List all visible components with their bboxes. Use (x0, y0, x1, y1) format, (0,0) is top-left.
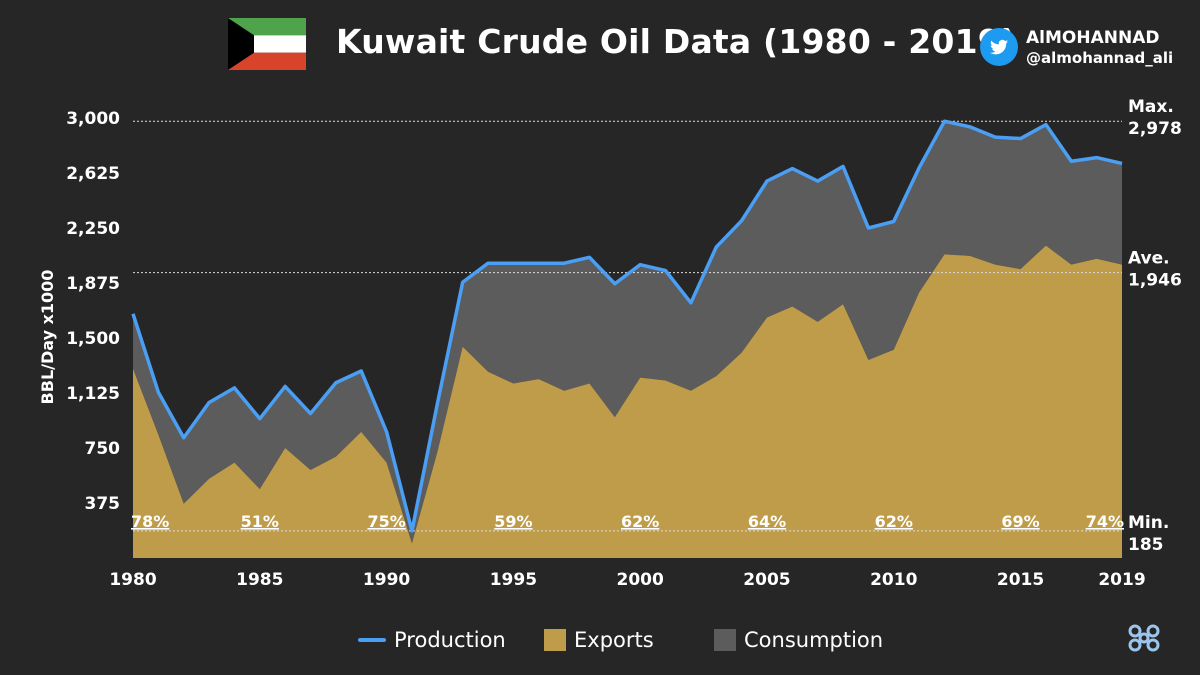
x-tick-label: 1980 (109, 570, 156, 590)
export-share-label: 62% (875, 512, 913, 531)
opec-logo-icon (1128, 624, 1160, 652)
export-share-label: 69% (1001, 512, 1039, 531)
author-name: AlMOHANNAD (1026, 28, 1160, 48)
y-tick-label: 750 (85, 439, 121, 459)
y-tick-label: 2,625 (66, 164, 120, 184)
reference-label: Max. (1128, 97, 1174, 117)
export-share-label: 51% (241, 512, 279, 531)
x-axis: 1980 1985 1990 1995 2000 2005 2010 2015 2019 (109, 570, 1145, 590)
export-share-label: 64% (748, 512, 786, 531)
chart-legend: Production Exports Consumption (0, 620, 1200, 664)
legend-label-production: Production (394, 628, 506, 652)
x-tick-label: 1985 (236, 570, 283, 590)
reference-label: Min. (1128, 513, 1169, 533)
export-share-label: 74% (1086, 512, 1124, 531)
legend-item-consumption: Consumption (714, 628, 883, 652)
x-tick-label: 2010 (870, 570, 917, 590)
x-tick-label: 2015 (997, 570, 1044, 590)
y-tick-label: 1,500 (66, 329, 120, 349)
export-share-labels: 78% 51% 75% 59% 62% 64% 62% 69% 74% (131, 512, 1124, 531)
exports-swatch (544, 629, 566, 651)
chart-title: Kuwait Crude Oil Data (1980 - 2019) (336, 22, 1017, 61)
legend-label-exports: Exports (574, 628, 654, 652)
reference-value: 2,978 (1128, 119, 1182, 139)
author-handle: @almohannad_ali (1026, 49, 1174, 67)
y-axis-title: BBL/Day x1000 (38, 270, 57, 405)
legend-item-production: Production (358, 628, 506, 652)
y-tick-label: 2,250 (66, 219, 120, 239)
x-tick-label: 1990 (363, 570, 410, 590)
x-tick-label: 1995 (490, 570, 537, 590)
consumption-swatch (714, 629, 736, 651)
chart-header: Kuwait Crude Oil Data (1980 - 2019) AlMO… (0, 0, 1200, 95)
x-tick-label: 2005 (743, 570, 790, 590)
kuwait-flag-icon (228, 18, 306, 70)
x-tick-label: 2019 (1098, 570, 1145, 590)
chart-areas (133, 121, 1122, 558)
export-share-label: 78% (131, 512, 169, 531)
x-tick-label: 2000 (617, 570, 664, 590)
production-line (131, 119, 1123, 533)
reference-labels: Max.2,978 Ave.1,946 Min.185 (1128, 97, 1182, 555)
production-swatch (358, 638, 386, 642)
legend-item-exports: Exports (544, 628, 654, 652)
area-chart: 78% 51% 75% 59% 62% 64% 62% 69% 74% 375 750 1,125 1… (38, 97, 1182, 590)
reference-value: 185 (1128, 535, 1164, 555)
y-tick-label: 375 (85, 494, 121, 514)
reference-lines (133, 120, 1122, 532)
production-line-group (131, 119, 1123, 533)
exports-area (133, 245, 1122, 558)
reference-value: 1,946 (1128, 271, 1182, 291)
reference-label: Ave. (1128, 249, 1170, 269)
legend-label-consumption: Consumption (744, 628, 884, 652)
y-tick-label: 1,875 (66, 274, 120, 294)
y-tick-label: 3,000 (66, 109, 120, 129)
twitter-bird-icon (980, 28, 1018, 66)
export-share-label: 62% (621, 512, 659, 531)
y-axis: 375 750 1,125 1,500 1,875 2,250 2,625 3,000 (66, 109, 120, 514)
export-share-label: 75% (367, 512, 405, 531)
export-share-label: 59% (494, 512, 532, 531)
y-tick-label: 1,125 (66, 384, 120, 404)
